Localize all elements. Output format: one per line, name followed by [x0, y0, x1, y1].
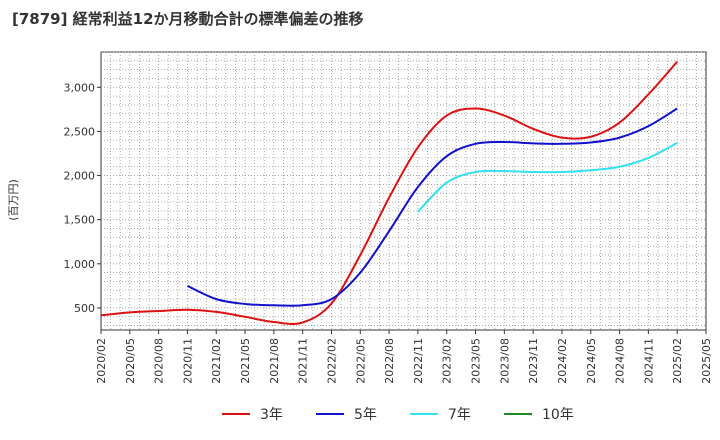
legend-label: 7年: [448, 407, 471, 423]
x-tick-label: 2021/05: [239, 338, 252, 384]
grid: [101, 51, 706, 330]
legend-label: 3年: [260, 407, 283, 423]
legend: 3年 5年 7年 10年: [222, 407, 574, 423]
y-tick-label: 500: [74, 302, 95, 315]
y-axis-ticks: 500 1,000 1,500 2,000 2,500 3,000: [64, 81, 101, 315]
series-line-7年: [417, 142, 678, 213]
x-tick-label: 2022/05: [354, 338, 367, 384]
series-lines: [100, 61, 678, 325]
x-tick-label: 2020/05: [124, 338, 137, 384]
x-tick-label: 2022/02: [325, 338, 338, 384]
x-tick-label: 2024/05: [585, 338, 598, 384]
chart-title: [7879] 経常利益12か月移動合計の標準偏差の推移: [12, 10, 364, 28]
x-tick-label: 2025/05: [700, 338, 713, 384]
x-tick-label: 2023/05: [470, 338, 483, 384]
y-tick-label: 2,000: [64, 170, 96, 183]
x-tick-label: 2020/08: [153, 338, 166, 384]
series-line-5年: [187, 107, 678, 307]
x-tick-label: 2023/02: [441, 338, 454, 384]
x-tick-label: 2024/11: [642, 338, 655, 384]
x-tick-label: 2021/08: [268, 338, 281, 384]
plot-area: [100, 51, 707, 331]
x-tick-label: 2022/08: [383, 338, 396, 384]
y-tick-label: 2,500: [64, 125, 96, 138]
x-tick-label: 2025/02: [671, 338, 684, 384]
legend-label: 10年: [542, 407, 574, 423]
x-tick-label: 2021/02: [210, 338, 223, 384]
x-axis-ticks: 2020/02 2020/05 2020/08 2020/11 2021/02 2021/…: [95, 330, 713, 384]
x-tick-label: 2023/11: [527, 338, 540, 384]
x-tick-label: 2024/02: [556, 338, 569, 384]
x-tick-label: 2020/02: [95, 338, 108, 384]
x-tick-label: 2022/11: [412, 338, 425, 384]
x-tick-label: 2024/08: [614, 338, 627, 384]
x-tick-label: 2020/11: [181, 338, 194, 384]
y-tick-label: 1,000: [64, 258, 96, 271]
x-tick-label: 2023/08: [498, 338, 511, 384]
y-tick-label: 3,000: [64, 81, 96, 94]
series-line-3年: [100, 61, 678, 325]
y-tick-label: 1,500: [64, 214, 96, 227]
y-axis-label: (百万円): [7, 179, 20, 221]
legend-label: 5年: [354, 407, 377, 423]
x-tick-label: 2021/11: [297, 338, 310, 384]
